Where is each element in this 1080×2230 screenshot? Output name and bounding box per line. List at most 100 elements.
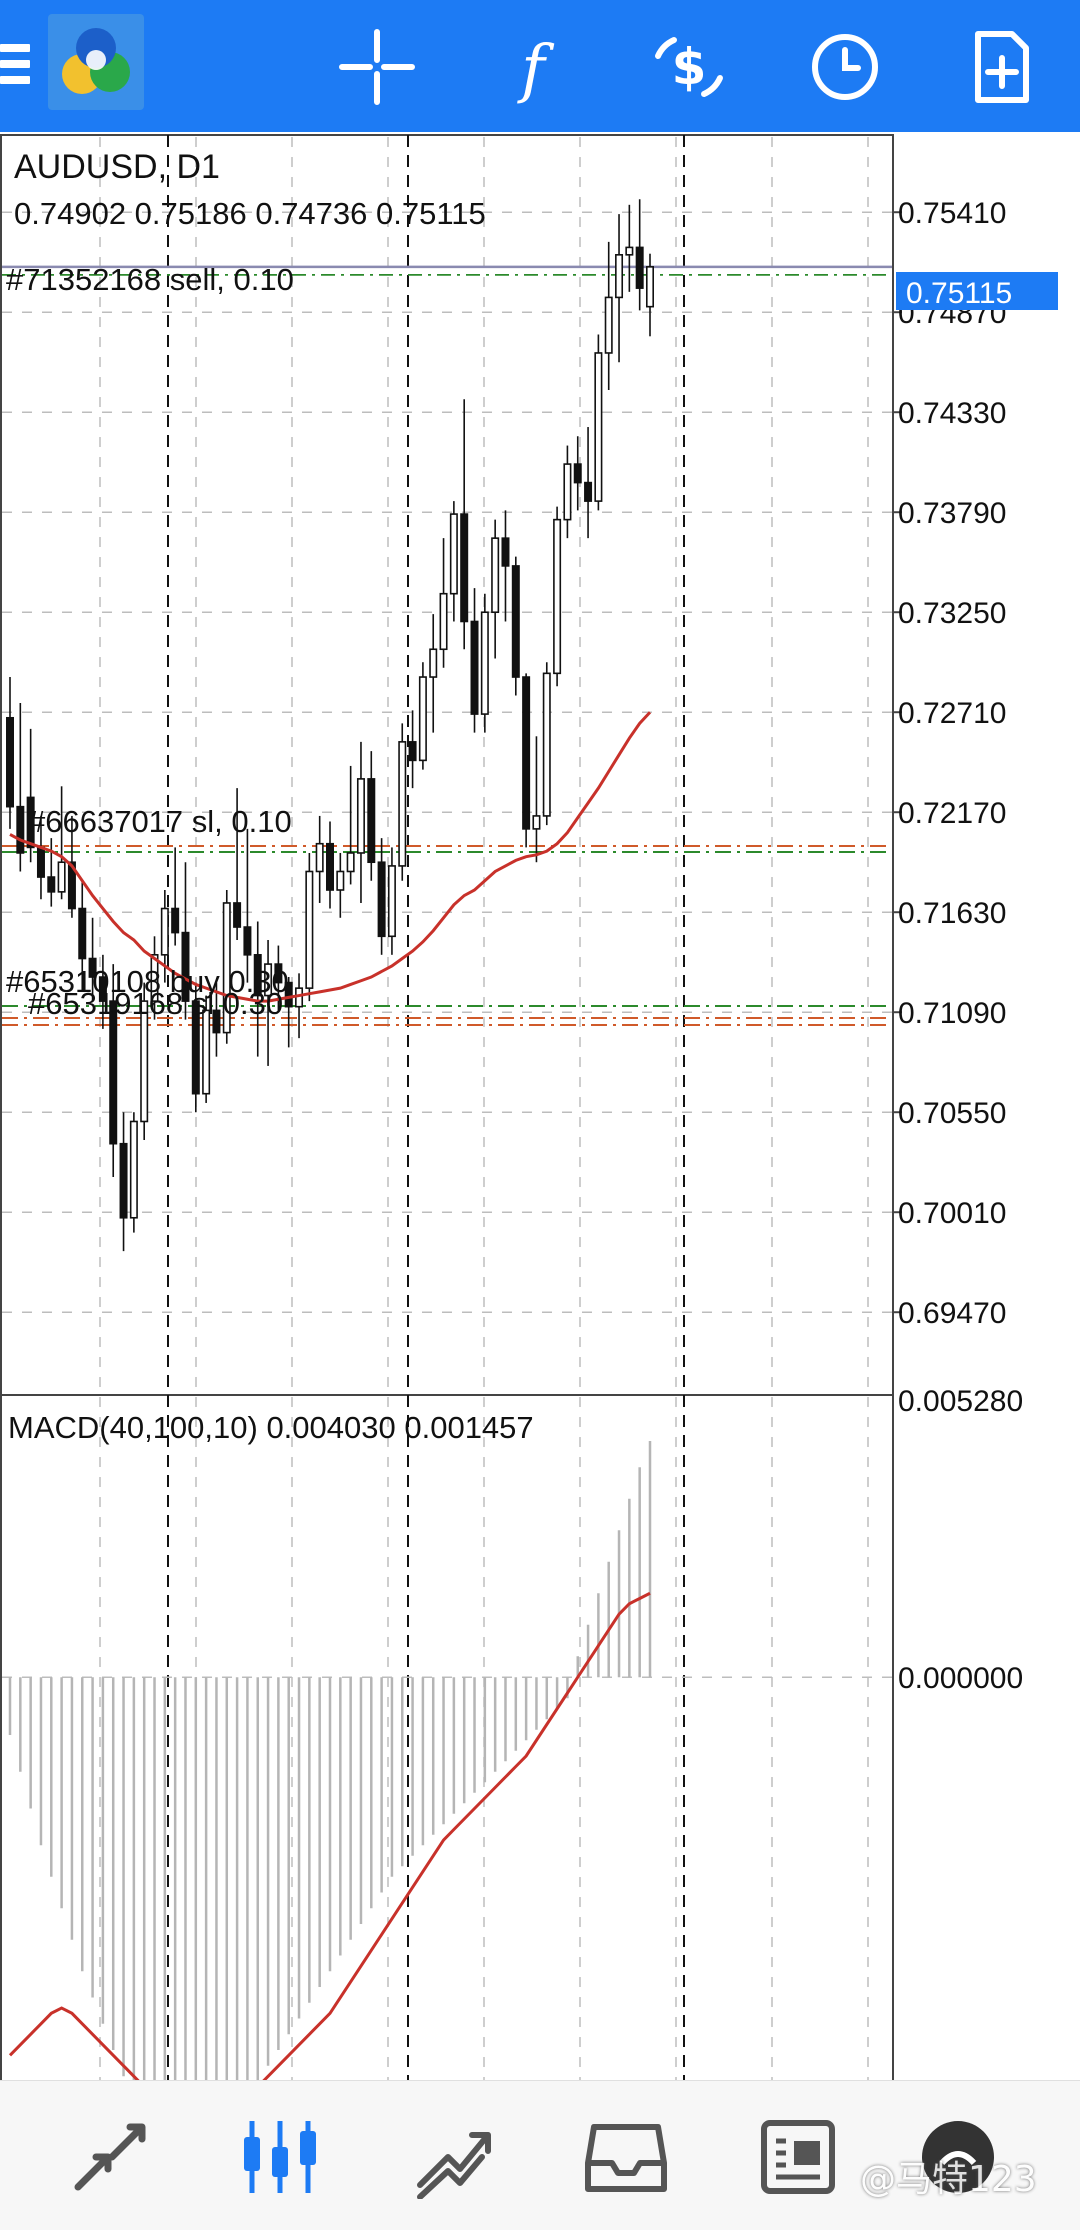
bottom-navigation <box>0 2080 1080 2230</box>
macd-axis-label: 0.000000 <box>898 1662 1023 1695</box>
app-logo-icon[interactable] <box>48 14 144 110</box>
candle-body <box>98 976 107 1002</box>
candle-body <box>594 352 603 502</box>
candle-body <box>67 861 76 910</box>
candle-body <box>439 592 448 651</box>
candle-body <box>532 815 541 830</box>
macd-layer <box>2 1440 892 2080</box>
candle-body <box>584 481 593 502</box>
candle-body <box>140 1000 149 1123</box>
candle-body <box>480 611 489 715</box>
history-inbox-icon[interactable] <box>584 2115 668 2199</box>
moving-average-line <box>9 711 652 1003</box>
candle-body <box>615 254 624 299</box>
indicators-icon[interactable]: f <box>488 22 578 112</box>
candle-body <box>522 676 531 830</box>
watermark-text: @马特123 <box>860 2159 1037 2200</box>
candle-body <box>356 778 365 854</box>
messages-icon[interactable] <box>916 2115 1000 2199</box>
low-order-label-2[interactable]: #65319168 sl 0.30 <box>28 986 283 1021</box>
candle-body <box>16 805 25 854</box>
price-axis-label: 0.70010 <box>898 1197 1006 1230</box>
news-icon[interactable] <box>756 2115 840 2199</box>
crosshair-icon[interactable] <box>332 22 422 112</box>
candle-body <box>429 648 438 678</box>
svg-text:f: f <box>517 32 555 106</box>
candle-body <box>645 266 654 308</box>
macd-signal-line <box>8 1591 651 2080</box>
price-axis-label: 0.73250 <box>898 597 1006 630</box>
candle-body <box>305 870 314 989</box>
candles-layer <box>6 199 654 1252</box>
mid-order-label[interactable]: #66637017 sl, 0.10 <box>28 804 292 839</box>
symbols-icon[interactable]: $ <box>644 22 734 112</box>
candle-body <box>563 463 572 521</box>
candle-body <box>212 1009 221 1034</box>
macd-axis-label: 0.005280 <box>898 1385 1023 1418</box>
price-axis-label: 0.75410 <box>898 197 1006 230</box>
candle-body <box>470 620 479 715</box>
current-price-label: 0.75115 <box>906 277 1012 310</box>
candle-body <box>501 537 510 567</box>
price-axis-label: 0.72170 <box>898 797 1006 830</box>
top-toolbar: f $ <box>0 0 1080 132</box>
candle-body <box>336 870 345 891</box>
candle-body <box>573 463 582 484</box>
macd-frame <box>0 1394 894 2080</box>
candle-body <box>109 1000 118 1145</box>
candle-body <box>150 954 159 1002</box>
chart-area[interactable]: 0.75410 0.74870 0.74330 0.73790 0.73250 0.727… <box>0 132 1080 2080</box>
low-order-label-1[interactable]: #65310108 buy 0.30 <box>6 964 289 999</box>
candle-body <box>511 565 520 678</box>
timeframe-clock-icon[interactable] <box>800 22 890 112</box>
current-price-tag <box>896 272 1058 310</box>
candle-body <box>253 954 262 997</box>
candle-body <box>625 246 634 256</box>
candle-body <box>47 876 56 893</box>
candle-body <box>604 296 613 354</box>
symbol-title: AUDUSD, D1 <box>14 148 220 186</box>
candle-body <box>542 672 551 817</box>
candle-body <box>346 852 355 873</box>
candle-body <box>325 842 334 891</box>
candle-body <box>264 963 273 997</box>
new-order-icon[interactable] <box>956 22 1046 112</box>
period-separators <box>167 135 685 2080</box>
candle-body <box>408 741 417 762</box>
candle-body <box>202 1009 211 1095</box>
macd-title: MACD(40,100,10) 0.004030 0.001457 <box>8 1410 534 1445</box>
price-chart[interactable]: 0.754100.748700.743300.737900.732500.727… <box>0 132 1080 2080</box>
candle-body <box>119 1142 128 1219</box>
chart-tab-icon[interactable] <box>238 2115 322 2199</box>
ohlc-values: 0.74902 0.75186 0.74736 0.75115 <box>14 196 486 231</box>
candle-body <box>233 902 242 928</box>
candle-body <box>243 926 252 956</box>
price-axis-label: 0.72710 <box>898 697 1006 730</box>
trade-icon[interactable] <box>412 2115 496 2199</box>
candle-body <box>367 778 376 864</box>
candle-body <box>449 513 458 595</box>
menu-icon[interactable] <box>0 44 30 88</box>
price-axis-label: 0.73790 <box>898 497 1006 530</box>
candle-body <box>160 907 169 956</box>
candle-body <box>129 1120 138 1219</box>
candle-body <box>6 716 15 808</box>
candle-body <box>78 907 87 960</box>
price-axis: 0.754100.748700.743300.737900.732500.727… <box>898 197 1006 1330</box>
quotes-icon[interactable] <box>68 2115 152 2199</box>
candle-body <box>36 846 45 878</box>
svg-text:$: $ <box>672 38 707 96</box>
sell-order-label[interactable]: #71352168 sell, 0.10 <box>6 262 294 297</box>
candle-body <box>377 861 386 938</box>
candle-body <box>26 796 35 849</box>
candle-body <box>398 741 407 867</box>
price-axis-label: 0.71630 <box>898 897 1006 930</box>
moving-average-layer <box>9 711 652 1003</box>
price-axis-label: 0.71090 <box>898 997 1006 1030</box>
candle-body <box>491 537 500 614</box>
order-lines[interactable] <box>2 265 892 1026</box>
price-axis-label: 0.74330 <box>898 397 1006 430</box>
candle-body <box>284 981 293 1008</box>
candle-body <box>635 246 644 289</box>
